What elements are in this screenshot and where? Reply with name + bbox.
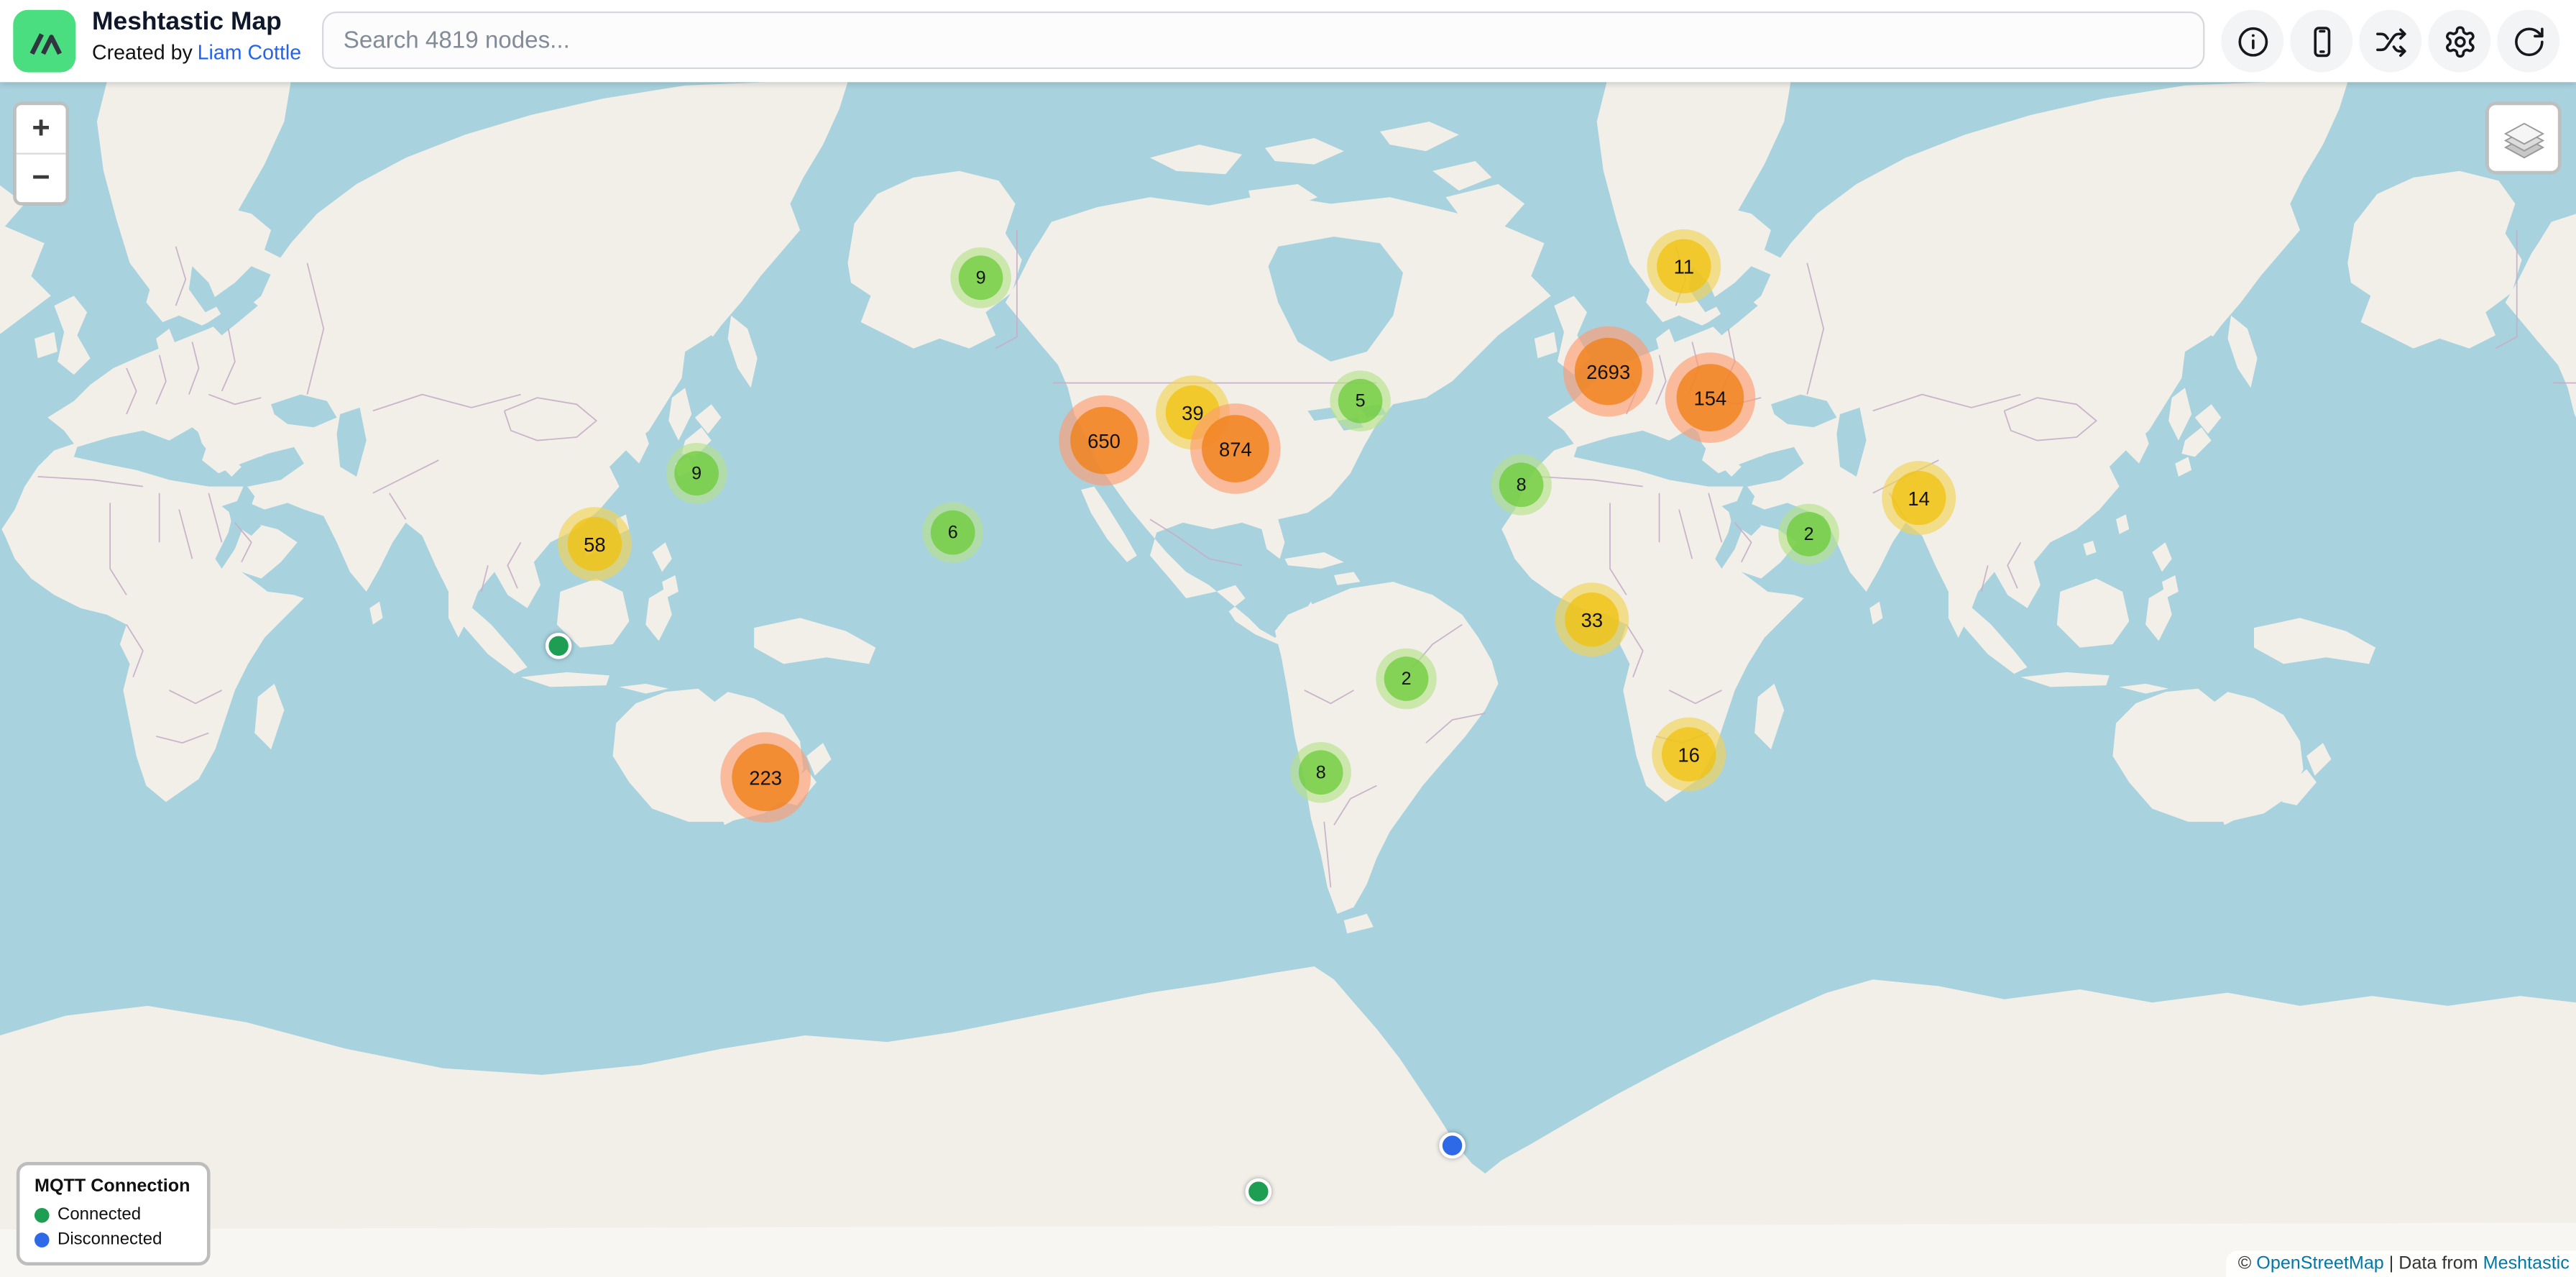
page-title: Meshtastic Map: [91, 8, 282, 37]
refresh-button[interactable]: [2497, 9, 2560, 73]
info-icon: [2237, 26, 2268, 56]
node-cluster[interactable]: 8: [1491, 454, 1552, 516]
attribution-separator: | Data from: [2383, 1253, 2483, 1274]
legend-title: MQTT Connection: [34, 1176, 190, 1196]
search-input[interactable]: [321, 11, 2205, 69]
node-cluster[interactable]: 14: [1882, 461, 1956, 535]
legend-dot-disconnected: [34, 1232, 50, 1247]
node-cluster[interactable]: 9: [950, 247, 1011, 308]
title-block: Meshtastic Map Created by Liam Cottle: [92, 8, 301, 64]
shuffle-icon: [2375, 27, 2406, 56]
meshtastic-logo-icon: [29, 32, 61, 55]
random-node-button[interactable]: [2359, 9, 2422, 73]
node-cluster[interactable]: 5: [1330, 370, 1391, 431]
antarctica: [0, 966, 2576, 1277]
zoom-in-button[interactable]: +: [16, 105, 66, 155]
app-header: Meshtastic Map Created by Liam Cottle: [0, 0, 2576, 83]
legend-label: Disconnected: [57, 1229, 162, 1250]
node-marker-disconnected[interactable]: [1439, 1132, 1466, 1159]
header-buttons: [2221, 9, 2560, 73]
node-marker-connected[interactable]: [545, 632, 572, 659]
node-cluster[interactable]: 33: [1555, 582, 1629, 657]
node-cluster[interactable]: 6: [922, 502, 983, 563]
smartphone-icon: [2313, 26, 2330, 57]
zoom-control: + −: [13, 101, 69, 206]
node-cluster[interactable]: 2: [1778, 503, 1839, 565]
attribution-copyright: ©: [2237, 1253, 2257, 1274]
gear-icon: [2444, 25, 2474, 57]
layers-icon: [2503, 122, 2544, 158]
node-cluster[interactable]: 11: [1647, 229, 1721, 303]
node-cluster[interactable]: 650: [1059, 395, 1149, 486]
info-button[interactable]: [2221, 9, 2284, 73]
map-attribution: © OpenStreetMap | Data from Meshtastic: [2226, 1250, 2576, 1277]
settings-button[interactable]: [2428, 9, 2491, 73]
node-cluster[interactable]: 223: [720, 732, 811, 823]
meshtastic-link[interactable]: Meshtastic: [2483, 1253, 2570, 1274]
legend-item: Disconnected: [34, 1230, 190, 1249]
node-cluster[interactable]: 58: [557, 507, 632, 581]
legend-label: Connected: [57, 1204, 142, 1225]
node-cluster[interactable]: 874: [1190, 403, 1281, 494]
node-marker-connected[interactable]: [1245, 1178, 1272, 1205]
logo: [13, 9, 76, 73]
refresh-icon: [2513, 27, 2543, 55]
legend-item: Connected: [34, 1204, 190, 1225]
openstreetmap-link[interactable]: OpenStreetMap: [2256, 1253, 2384, 1274]
byline-link[interactable]: Liam Cottle: [197, 40, 302, 64]
node-cluster[interactable]: 154: [1665, 352, 1756, 443]
layers-button[interactable]: [2485, 101, 2562, 175]
node-cluster[interactable]: 8: [1290, 741, 1351, 803]
node-cluster[interactable]: 9: [666, 442, 727, 504]
byline-prefix: Created by: [91, 40, 193, 64]
node-cluster[interactable]: 2: [1376, 648, 1437, 710]
legend-items: Connected Disconnected: [34, 1204, 190, 1249]
mqtt-legend: MQTT Connection Connected Disconnected: [16, 1161, 210, 1265]
node-cluster[interactable]: 2693: [1563, 326, 1654, 417]
byline: Created by Liam Cottle: [92, 41, 301, 65]
mobile-app-button[interactable]: [2290, 9, 2353, 73]
legend-dot-connected: [34, 1207, 50, 1222]
zoom-out-button[interactable]: −: [16, 154, 66, 203]
node-cluster[interactable]: 16: [1652, 717, 1726, 792]
